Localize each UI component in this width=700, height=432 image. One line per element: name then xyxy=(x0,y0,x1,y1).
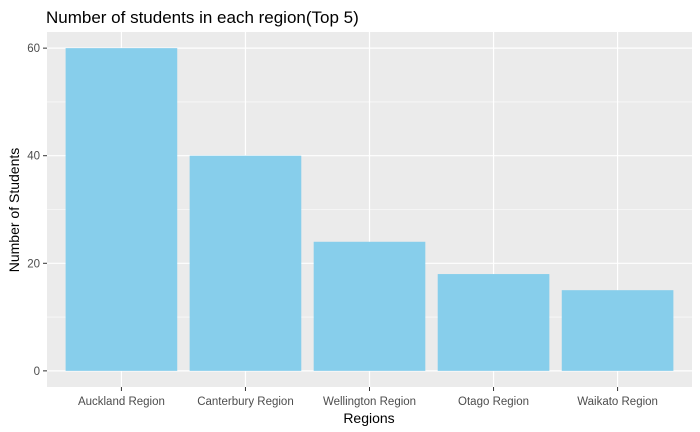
bar xyxy=(313,241,426,371)
x-tick-label: Waikato Region xyxy=(577,396,658,408)
x-tick-label: Otago Region xyxy=(458,396,529,408)
y-tick-label: 60 xyxy=(27,43,40,55)
y-tick-label: 20 xyxy=(27,258,40,270)
bar xyxy=(189,155,302,371)
x-axis-title: Regions xyxy=(343,410,394,426)
bar xyxy=(65,48,178,371)
x-tick-label: Auckland Region xyxy=(78,396,165,408)
x-tick-label: Canterbury Region xyxy=(197,396,294,408)
x-axis: Auckland Region Canterbury Region Wellingt… xyxy=(78,387,658,408)
bar xyxy=(437,274,550,371)
y-tick-label: 40 xyxy=(27,151,40,163)
chart-title: Number of students in each region(Top 5) xyxy=(46,8,359,27)
bar xyxy=(561,290,674,371)
y-axis: 0 20 40 60 xyxy=(27,43,47,378)
x-tick-label: Wellington Region xyxy=(323,396,416,408)
bars-group xyxy=(65,48,674,371)
y-tick-label: 0 xyxy=(34,366,40,378)
y-axis-title: Number of Students xyxy=(6,148,22,273)
